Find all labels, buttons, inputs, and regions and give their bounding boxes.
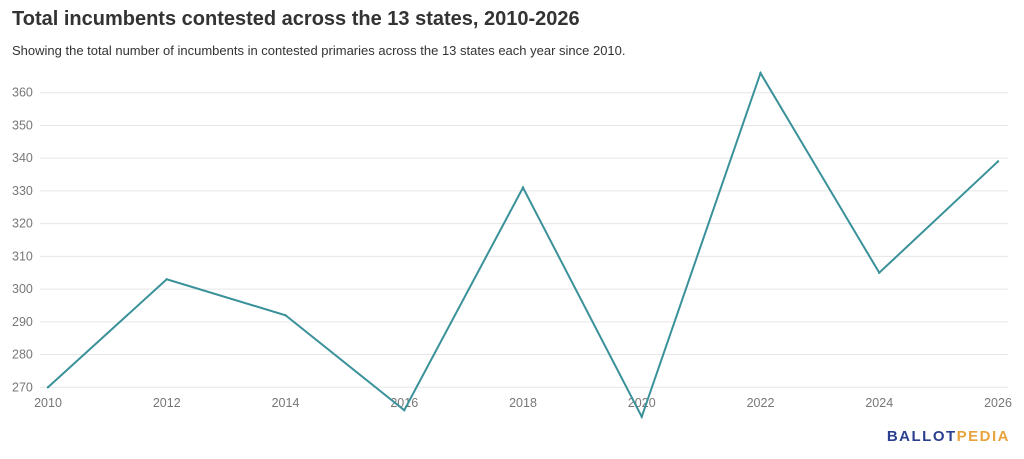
x-tick-label-2022: 2022 — [747, 396, 775, 410]
y-tick-label-280: 280 — [12, 348, 33, 362]
x-tick-label-2010: 2010 — [34, 396, 62, 410]
y-tick-label-300: 300 — [12, 282, 33, 296]
data-point-2018 — [521, 186, 525, 189]
x-tick-label-2016: 2016 — [390, 396, 418, 410]
x-tick-label-2026: 2026 — [984, 396, 1012, 410]
data-point-2024 — [878, 271, 881, 274]
y-axis-tick-labels: 270 280 290 300 310 320 330 340 350 360 — [12, 86, 33, 395]
logo-text-ballot: BALLOT — [886, 428, 957, 445]
ballotpedia-logo[interactable]: BALLOTPEDIA — [887, 428, 1010, 445]
x-axis-tick-labels: 2010 2012 2014 2016 2018 2020 2022 2024 2026 — [34, 396, 1012, 410]
data-point-2012 — [165, 278, 168, 281]
data-point-2014 — [284, 314, 287, 317]
data-point-2010 — [46, 386, 50, 389]
gridlines — [40, 92, 1008, 388]
data-point-2026 — [996, 160, 1000, 163]
data-point-2020 — [640, 415, 643, 418]
y-tick-label-330: 330 — [12, 184, 33, 198]
x-tick-label-2018: 2018 — [509, 396, 537, 410]
data-point-2022 — [759, 71, 762, 75]
logo-text-pedia: PEDIA — [956, 428, 1010, 445]
y-tick-label-310: 310 — [12, 249, 33, 263]
x-tick-label-2012: 2012 — [153, 396, 181, 410]
y-tick-label-340: 340 — [12, 151, 33, 165]
data-point-2016 — [403, 408, 406, 412]
chart-title: Total incumbents contested across the 13… — [12, 8, 580, 30]
series-layer — [47, 70, 999, 420]
y-tick-label-320: 320 — [12, 217, 33, 231]
x-tick-label-2024: 2024 — [865, 396, 893, 410]
x-tick-label-2014: 2014 — [272, 396, 300, 410]
y-tick-label-360: 360 — [12, 86, 33, 100]
y-tick-label-350: 350 — [12, 118, 33, 132]
series-line-0 — [47, 70, 999, 420]
y-tick-label-290: 290 — [12, 315, 33, 329]
data-points — [46, 71, 1000, 418]
chart-subtitle: Showing the total number of incumbents i… — [12, 43, 626, 58]
y-tick-label-270: 270 — [12, 380, 33, 394]
